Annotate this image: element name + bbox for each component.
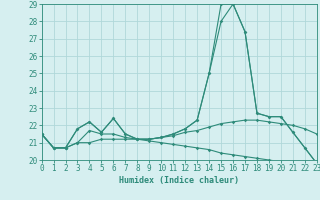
X-axis label: Humidex (Indice chaleur): Humidex (Indice chaleur) [119,176,239,185]
